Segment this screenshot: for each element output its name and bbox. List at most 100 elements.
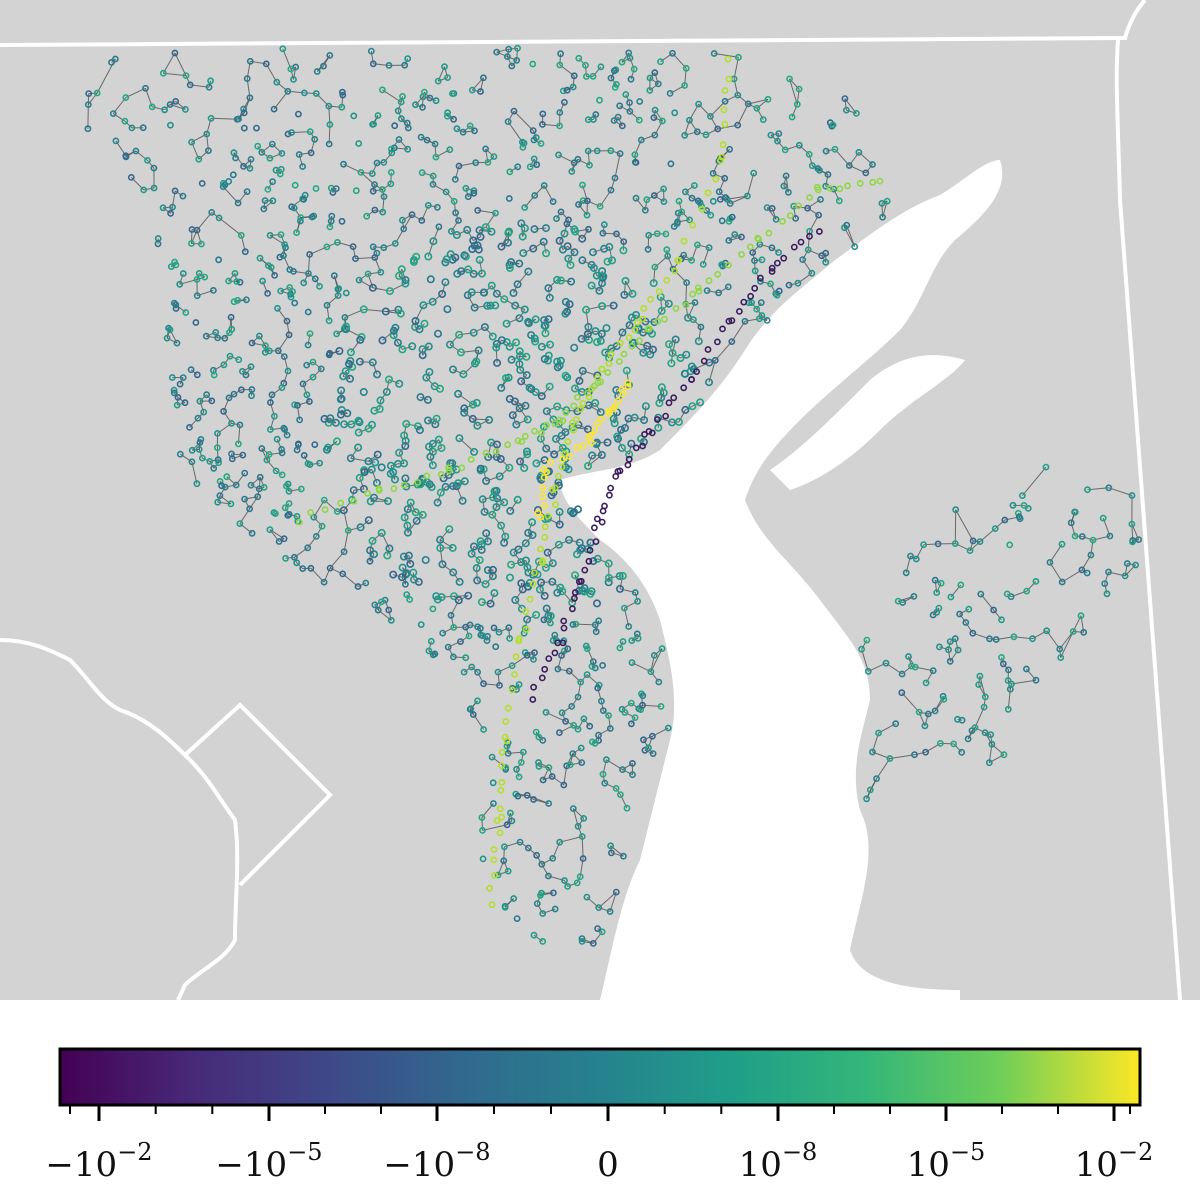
network-node [221, 334, 229, 342]
network-node [334, 292, 342, 299]
network-node [350, 112, 358, 120]
network-node [1083, 569, 1091, 577]
road-edge [526, 654, 534, 660]
road-edge [542, 776, 553, 781]
network-node [596, 96, 603, 104]
network-node [477, 598, 486, 607]
network-node [715, 188, 723, 196]
road-edge [578, 370, 584, 382]
network-node [471, 127, 478, 135]
network-node [637, 434, 646, 443]
network-node [1029, 635, 1036, 643]
network-node [274, 347, 282, 355]
network-node [548, 773, 556, 780]
network-node [233, 115, 241, 123]
highlight-node [728, 317, 736, 324]
road-edge [263, 200, 266, 209]
network-node [205, 83, 213, 91]
network-node [460, 477, 469, 486]
network-node [610, 67, 618, 75]
network-node [1132, 561, 1139, 569]
colorbar-tick-label: 10−8 [739, 1138, 818, 1185]
network-node [121, 117, 129, 125]
road-edge [439, 528, 450, 541]
network-node [515, 404, 524, 413]
network-node [401, 580, 409, 588]
highlight-node [598, 518, 606, 526]
road-edge [710, 100, 726, 117]
network-node [415, 426, 424, 435]
network-node [176, 380, 184, 388]
highlight-node [514, 437, 522, 444]
highlight-node [689, 290, 696, 298]
road-edge [978, 676, 981, 685]
highlight-node [586, 546, 594, 554]
road-edge [761, 315, 768, 321]
network-node [468, 400, 477, 409]
network-node [455, 217, 462, 224]
network-node [480, 726, 487, 733]
network-node [542, 249, 551, 258]
network-node [181, 106, 189, 113]
network-node [603, 756, 610, 764]
network-node [604, 559, 613, 568]
highlight-node [654, 318, 662, 325]
network-node [711, 356, 719, 364]
network-node [403, 528, 412, 537]
network-node [541, 563, 550, 572]
road-edge [500, 458, 510, 469]
road-edge [477, 419, 490, 427]
network-node [593, 147, 601, 155]
network-node [403, 505, 412, 514]
network-node [795, 141, 803, 149]
network-node [214, 456, 222, 464]
highlight-node [620, 350, 628, 358]
network-node [84, 125, 92, 133]
network-node [668, 349, 677, 358]
highlight-node [551, 649, 559, 657]
highlight-node [559, 455, 566, 463]
network-node [522, 447, 531, 456]
network-node [513, 495, 522, 504]
tick-label-base: −10 [383, 1145, 455, 1185]
highlight-node [694, 284, 702, 292]
network-node [300, 195, 308, 203]
network-node [382, 387, 391, 396]
highlight-node [591, 426, 599, 434]
network-node [480, 507, 489, 516]
road-edge [495, 498, 498, 508]
network-node [517, 558, 526, 567]
network-node [570, 248, 579, 257]
network-node [1001, 516, 1009, 524]
road-edge [308, 273, 316, 280]
road-edge [861, 649, 869, 672]
network-node [940, 696, 948, 703]
network-node [570, 343, 579, 352]
network-node [1058, 540, 1066, 548]
network-node [667, 359, 676, 368]
network-node [513, 280, 522, 289]
network-node [662, 230, 670, 238]
highlight-node [738, 251, 745, 258]
network-node [937, 740, 944, 747]
road-edge [525, 534, 533, 544]
network-node [533, 851, 540, 859]
network-node [236, 278, 244, 286]
network-node [457, 638, 464, 645]
network-node [171, 187, 179, 195]
highlight-node [539, 492, 546, 500]
network-node [537, 140, 545, 147]
network-node [293, 446, 301, 454]
road-edge [555, 438, 564, 449]
network-node [580, 587, 589, 596]
network-node [150, 164, 158, 172]
highlight-node [400, 481, 408, 489]
highlight-node [725, 317, 733, 325]
network-node [696, 199, 704, 207]
highlight-node [337, 499, 345, 507]
road-edge [561, 590, 573, 603]
network-node [167, 209, 174, 217]
network-node [452, 231, 461, 240]
network-node [387, 145, 395, 153]
network-node [369, 121, 376, 128]
